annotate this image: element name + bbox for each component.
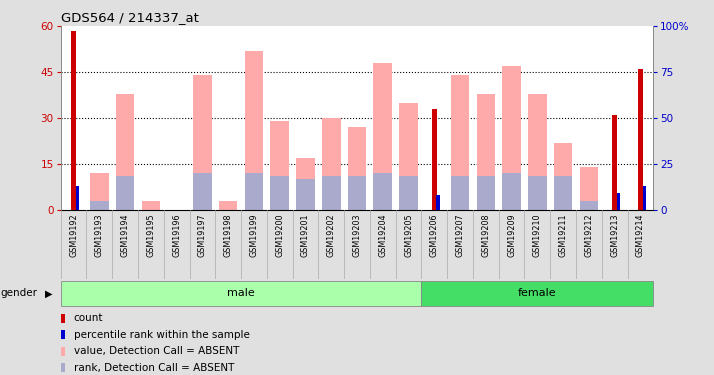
Bar (476, 94, 495, 210)
Text: GSM19202: GSM19202 (327, 213, 336, 257)
Bar (421, 281, 653, 306)
Text: female: female (518, 288, 557, 298)
Bar (322, 118, 341, 210)
Bar (432, 109, 437, 210)
Bar (503, 173, 521, 210)
Bar (503, 66, 521, 210)
Bar (193, 75, 211, 210)
Text: GSM19212: GSM19212 (584, 213, 593, 257)
Bar (451, 176, 469, 210)
Text: GSM19204: GSM19204 (378, 213, 387, 257)
Text: GSM19214: GSM19214 (636, 213, 645, 257)
Text: GSM19203: GSM19203 (353, 213, 361, 257)
Bar (61, 314, 65, 323)
Bar (436, 195, 440, 210)
Text: GSM19213: GSM19213 (610, 213, 619, 257)
Bar (613, 115, 617, 210)
Text: GSM19208: GSM19208 (481, 213, 491, 257)
Text: GSM19198: GSM19198 (223, 213, 233, 257)
Text: male: male (227, 288, 255, 298)
Bar (61, 363, 65, 372)
Text: gender: gender (1, 288, 38, 298)
Bar (528, 176, 547, 210)
Text: GSM19209: GSM19209 (507, 213, 516, 257)
Bar (271, 176, 289, 210)
Bar (90, 173, 109, 210)
Bar (348, 128, 366, 210)
Bar (219, 201, 238, 210)
Bar (373, 173, 392, 210)
Text: GSM19207: GSM19207 (456, 213, 465, 257)
Text: ▶: ▶ (45, 288, 53, 298)
Bar (296, 158, 315, 210)
Bar (271, 121, 289, 210)
Bar (61, 347, 65, 356)
Bar (373, 63, 392, 210)
Bar (643, 186, 645, 210)
Bar (322, 176, 341, 210)
Bar (116, 176, 134, 210)
Text: GSM19210: GSM19210 (533, 213, 542, 257)
Text: GDS564 / 214337_at: GDS564 / 214337_at (61, 11, 198, 24)
Bar (61, 281, 421, 306)
Bar (296, 179, 315, 210)
Text: GSM19206: GSM19206 (430, 213, 439, 257)
Text: GSM19193: GSM19193 (95, 213, 104, 257)
Bar (71, 31, 76, 210)
Text: value, Detection Call = ABSENT: value, Detection Call = ABSENT (74, 346, 239, 356)
Bar (580, 201, 598, 210)
Text: GSM19200: GSM19200 (275, 213, 284, 257)
Bar (399, 176, 418, 210)
Bar (116, 94, 134, 210)
Text: GSM19211: GSM19211 (558, 213, 568, 257)
Bar (580, 167, 598, 210)
Bar (90, 201, 109, 210)
Text: GSM19195: GSM19195 (146, 213, 156, 257)
Bar (193, 173, 211, 210)
Bar (61, 330, 65, 339)
Text: percentile rank within the sample: percentile rank within the sample (74, 330, 250, 340)
Bar (245, 173, 263, 210)
Text: GSM19192: GSM19192 (69, 213, 78, 257)
Bar (554, 142, 573, 210)
Bar (476, 176, 495, 210)
Bar (348, 176, 366, 210)
Text: GSM19201: GSM19201 (301, 213, 310, 257)
Text: GSM19199: GSM19199 (249, 213, 258, 257)
Bar (399, 103, 418, 210)
Bar (451, 75, 469, 210)
Bar (638, 69, 643, 210)
Text: rank, Detection Call = ABSENT: rank, Detection Call = ABSENT (74, 363, 234, 373)
Text: GSM19194: GSM19194 (121, 213, 130, 257)
Text: count: count (74, 314, 104, 323)
Text: GSM19197: GSM19197 (198, 213, 207, 257)
Bar (76, 186, 79, 210)
Bar (617, 194, 620, 210)
Text: GSM19196: GSM19196 (172, 213, 181, 257)
Text: GSM19205: GSM19205 (404, 213, 413, 257)
Bar (554, 176, 573, 210)
Bar (245, 51, 263, 210)
Bar (141, 201, 160, 210)
Bar (528, 94, 547, 210)
